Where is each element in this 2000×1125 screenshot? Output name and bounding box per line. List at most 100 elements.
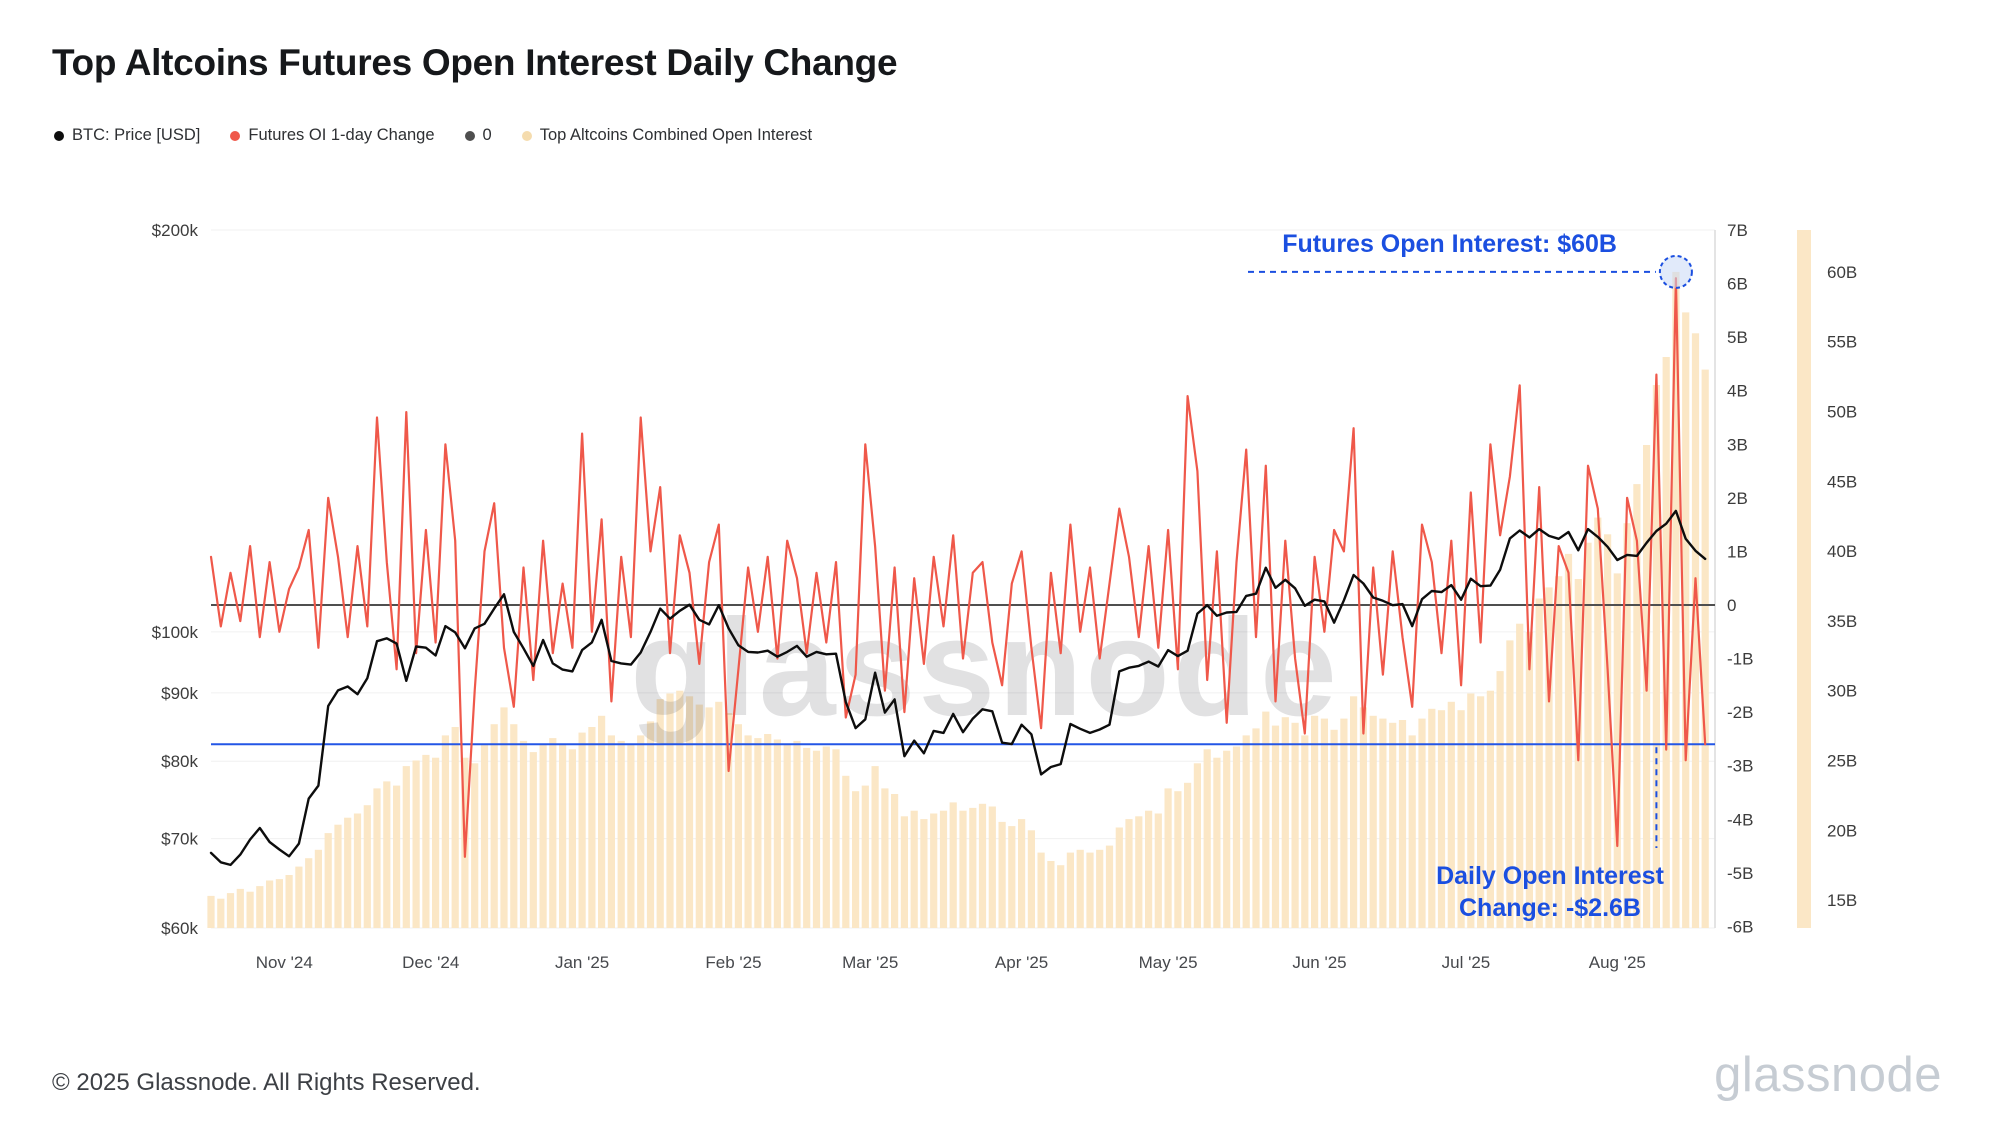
change-axis-label: 4B	[1727, 382, 1748, 401]
oi-bar	[734, 724, 742, 928]
oi-bar	[1418, 718, 1426, 928]
price-axis-label: $70k	[161, 830, 198, 849]
oi-bar	[705, 707, 713, 928]
oi-bar	[578, 732, 586, 928]
legend-item[interactable]: 0	[464, 126, 492, 145]
oi-bar	[1652, 385, 1660, 928]
oi-bar	[344, 817, 352, 928]
oi-bar	[803, 747, 811, 928]
oi-bar	[695, 704, 703, 928]
oi-bar	[1135, 816, 1143, 928]
month-axis-label: Aug '25	[1589, 953, 1646, 972]
oi-bar	[285, 875, 293, 928]
oi-bar	[1408, 735, 1416, 928]
oi-axis-label: 40B	[1827, 542, 1857, 561]
oi-bar	[1340, 718, 1348, 928]
oi-bar	[1545, 587, 1553, 928]
oi-bar	[451, 727, 459, 928]
oi-bar	[529, 752, 537, 928]
oi-axis-label: 55B	[1827, 333, 1857, 352]
oi-bar	[900, 816, 908, 928]
legend-swatch-icon	[464, 130, 475, 141]
change-axis-label: -3B	[1727, 757, 1753, 776]
price-axis-label: $200k	[152, 221, 199, 240]
oi-axis-strip	[1797, 230, 1811, 928]
oi-bar	[891, 794, 899, 928]
legend-swatch-icon	[230, 130, 241, 141]
oi-bar	[1096, 849, 1104, 928]
oi-axis-label: 45B	[1827, 472, 1857, 491]
oi-bar	[764, 734, 772, 928]
change-axis-label: 7B	[1727, 221, 1748, 240]
oi-bar	[422, 754, 430, 928]
oi-bar	[324, 833, 332, 928]
oi-bar	[744, 735, 752, 928]
month-axis-label: Feb '25	[705, 953, 761, 972]
oi-bar	[1486, 690, 1494, 928]
oi-bar	[1516, 623, 1524, 928]
oi-bar	[393, 785, 401, 928]
oi-axis-label: 20B	[1827, 821, 1857, 840]
oi-bar	[676, 690, 684, 928]
oi-bar	[1125, 819, 1133, 928]
change-axis-label: -2B	[1727, 703, 1753, 722]
oi-bar	[1203, 749, 1211, 928]
oi-bar	[617, 740, 625, 928]
legend-item[interactable]: Futures OI 1-day Change	[230, 126, 435, 145]
oi-bar	[519, 740, 528, 928]
month-axis-label: May '25	[1139, 953, 1198, 972]
change-axis-label: 1B	[1727, 542, 1748, 561]
month-axis-label: Jun '25	[1292, 953, 1346, 972]
oi-bar	[568, 749, 576, 928]
oi-bar	[822, 746, 830, 928]
oi-bar	[1369, 715, 1377, 928]
oi-bar	[1320, 718, 1328, 928]
oi-axis-label: 15B	[1827, 891, 1857, 910]
oi-bar	[1457, 710, 1465, 928]
oi-bar	[246, 891, 254, 928]
oi-bar	[920, 819, 928, 928]
oi-bar	[1350, 696, 1358, 928]
oi-bar	[1496, 671, 1504, 928]
oi-bar	[305, 858, 313, 928]
change-axis-label: -5B	[1727, 864, 1753, 883]
annotation-futures-oi: Futures Open Interest: $60B	[1282, 230, 1617, 258]
month-axis-label: Dec '24	[402, 953, 459, 972]
oi-bar	[1076, 849, 1084, 928]
oi-bar	[1174, 791, 1182, 928]
oi-bar	[1115, 827, 1123, 928]
oi-bar	[939, 810, 948, 928]
oi-bar	[949, 802, 957, 928]
oi-bar	[959, 810, 967, 928]
oi-bar	[725, 713, 733, 928]
legend-label: Top Altcoins Combined Open Interest	[539, 126, 813, 144]
legend-swatch-icon	[54, 130, 64, 141]
change-axis-label: 0	[1727, 596, 1736, 615]
oi-bar	[773, 739, 781, 928]
oi-bar	[1008, 826, 1016, 928]
glassnode-logo[interactable]: glassnode	[1714, 1048, 1942, 1102]
oi-bar	[266, 880, 274, 928]
oi-bar	[1682, 312, 1690, 928]
oi-bar	[1232, 746, 1241, 928]
oi-bar	[432, 757, 440, 928]
oi-bar	[930, 813, 938, 928]
page-title: Top Altcoins Futures Open Interest Daily…	[52, 42, 898, 83]
oi-bar	[1223, 750, 1231, 928]
legend-item[interactable]: BTC: Price [USD]	[54, 126, 200, 145]
oi-bar	[685, 696, 694, 928]
footer-copyright: © 2025 Glassnode. All Rights Reserved.	[52, 1069, 481, 1096]
oi-bar	[881, 788, 889, 928]
oi-bar	[861, 785, 869, 928]
oi-bar	[1242, 735, 1250, 928]
oi-bar	[1027, 830, 1035, 928]
oi-bar	[1330, 729, 1338, 928]
oi-bar	[1145, 810, 1153, 928]
oi-bar	[1389, 722, 1397, 928]
oi-bar	[539, 743, 547, 928]
oi-bar	[1701, 369, 1709, 929]
btc-price-line	[209, 509, 1707, 867]
oi-bar	[1213, 757, 1221, 928]
legend-item[interactable]: Top Altcoins Combined Open Interest	[521, 126, 813, 145]
month-axis-label: Apr '25	[995, 953, 1048, 972]
